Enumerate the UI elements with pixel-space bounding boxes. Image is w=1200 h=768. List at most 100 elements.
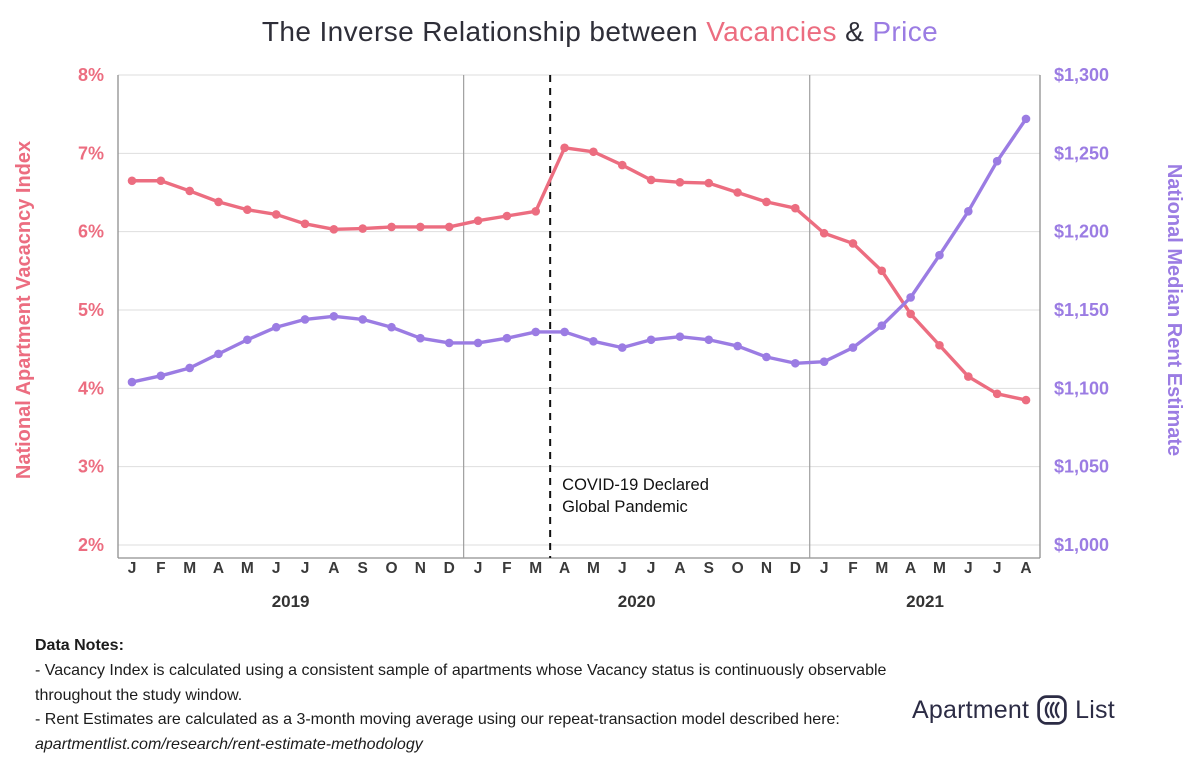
vacancy-data-point: [473, 216, 483, 225]
month-label: A: [213, 560, 224, 577]
vacancy-data-point: [819, 228, 829, 238]
month-label: S: [704, 560, 714, 577]
right-axis-tick: $1,150: [1054, 300, 1109, 320]
covid-annotation: COVID-19 Declared: [562, 476, 709, 494]
month-label: J: [301, 560, 310, 577]
logo-word-list: List: [1075, 695, 1115, 724]
month-label: N: [415, 560, 426, 577]
vacancy-data-point: [185, 186, 194, 196]
month-label: A: [559, 560, 570, 577]
vacancy-data-point: [964, 372, 973, 381]
data-notes: Data Notes: - Vacancy Index is calculate…: [35, 634, 903, 758]
month-label: F: [156, 560, 165, 577]
vacancy-data-point: [790, 203, 800, 213]
month-label: M: [933, 560, 946, 577]
notes-line-vacancy: - Vacancy Index is calculated using a co…: [35, 661, 887, 704]
month-label: S: [358, 560, 368, 577]
rent-data-point: [214, 349, 223, 359]
vacancy-data-point: [416, 222, 425, 232]
month-label: F: [848, 560, 857, 577]
month-label: A: [674, 560, 685, 577]
left-axis-tick: 3%: [78, 457, 104, 477]
vacancy-data-point: [531, 207, 541, 216]
right-axis-tick: $1,300: [1054, 65, 1109, 85]
rent-data-point: [473, 338, 483, 348]
rent-data-point: [992, 156, 1002, 166]
month-label: N: [761, 560, 772, 577]
right-axis-tick: $1,250: [1054, 143, 1109, 163]
methodology-link: apartmentlist.com/research/rent-estimate…: [35, 736, 423, 754]
left-axis-tick: 2%: [78, 535, 104, 555]
rent-data-point: [646, 335, 656, 345]
vacancy-data-point: [646, 175, 656, 185]
month-label: J: [993, 560, 1002, 577]
covid-annotation: Global Pandemic: [562, 498, 688, 516]
month-label: M: [241, 560, 254, 577]
rent-data-point: [790, 358, 800, 368]
vacancy-data-point: [127, 176, 137, 186]
rent-data-point: [589, 337, 598, 346]
vacancy-data-point: [387, 222, 396, 232]
year-label: 2021: [906, 592, 944, 611]
month-label: M: [587, 560, 600, 577]
month-label: J: [474, 560, 483, 577]
right-axis-tick: $1,100: [1054, 378, 1109, 398]
left-axis-tick: 7%: [78, 143, 104, 163]
left-axis-tick: 6%: [78, 222, 104, 242]
rent-data-point: [704, 335, 714, 345]
month-label: O: [732, 560, 744, 577]
vacancy-data-point: [617, 160, 627, 170]
month-label: J: [647, 560, 656, 577]
vacancy-data-point: [675, 178, 685, 187]
rent-data-point: [877, 321, 887, 330]
vacancy-data-point: [560, 143, 569, 153]
month-label: D: [444, 560, 455, 577]
month-label: J: [618, 560, 627, 577]
rent-data-point: [906, 293, 915, 302]
vacancy-data-point: [358, 224, 368, 233]
title-ampersand: &: [836, 16, 873, 47]
vacancy-data-point: [156, 176, 166, 186]
month-label: J: [820, 560, 829, 577]
year-label: 2019: [272, 592, 310, 611]
left-axis-tick: 4%: [78, 378, 104, 398]
rent-line: [130, 117, 1028, 384]
vacancy-data-point: [848, 239, 858, 248]
month-label: A: [328, 560, 339, 577]
left-axis-tick: 5%: [78, 300, 104, 320]
right-axis-tick: $1,200: [1054, 222, 1109, 242]
left-axis-title: National Apartment Vacacncy Index: [13, 141, 35, 479]
notes-line-rent-text: - Rent Estimates are calculated as a 3-m…: [35, 711, 840, 729]
vacancy-data-point: [1021, 395, 1031, 405]
vacancy-data-point: [214, 197, 223, 207]
vacancy-data-point: [733, 188, 742, 197]
month-label: J: [128, 560, 137, 577]
month-label: A: [905, 560, 916, 577]
vacancy-data-point: [329, 225, 339, 234]
vacancy-line: [130, 146, 1028, 402]
vacancy-data-point: [704, 178, 714, 188]
vacancy-data-point: [935, 340, 944, 350]
month-label: F: [502, 560, 511, 577]
rent-data-point: [387, 322, 396, 332]
rent-data-point: [819, 357, 829, 367]
month-label: O: [386, 560, 398, 577]
vacancy-data-point: [444, 222, 454, 232]
right-axis-title: National Median Rent Estimate: [1163, 164, 1185, 456]
rent-data-point: [300, 315, 310, 324]
year-label: 2020: [618, 592, 656, 611]
vacancy-data-point: [271, 210, 281, 219]
rent-data-point: [329, 311, 339, 321]
rent-data-point: [531, 327, 541, 337]
month-label: J: [272, 560, 281, 577]
title-price: Price: [872, 16, 939, 47]
vacancy-data-point: [300, 219, 310, 229]
rent-data-point: [185, 363, 194, 373]
rent-data-point: [560, 327, 569, 337]
rent-data-point: [935, 250, 944, 260]
vacancy-data-point: [762, 197, 771, 207]
rent-data-point: [502, 333, 512, 343]
rent-data-point: [1021, 114, 1031, 124]
rent-data-point: [444, 338, 454, 348]
